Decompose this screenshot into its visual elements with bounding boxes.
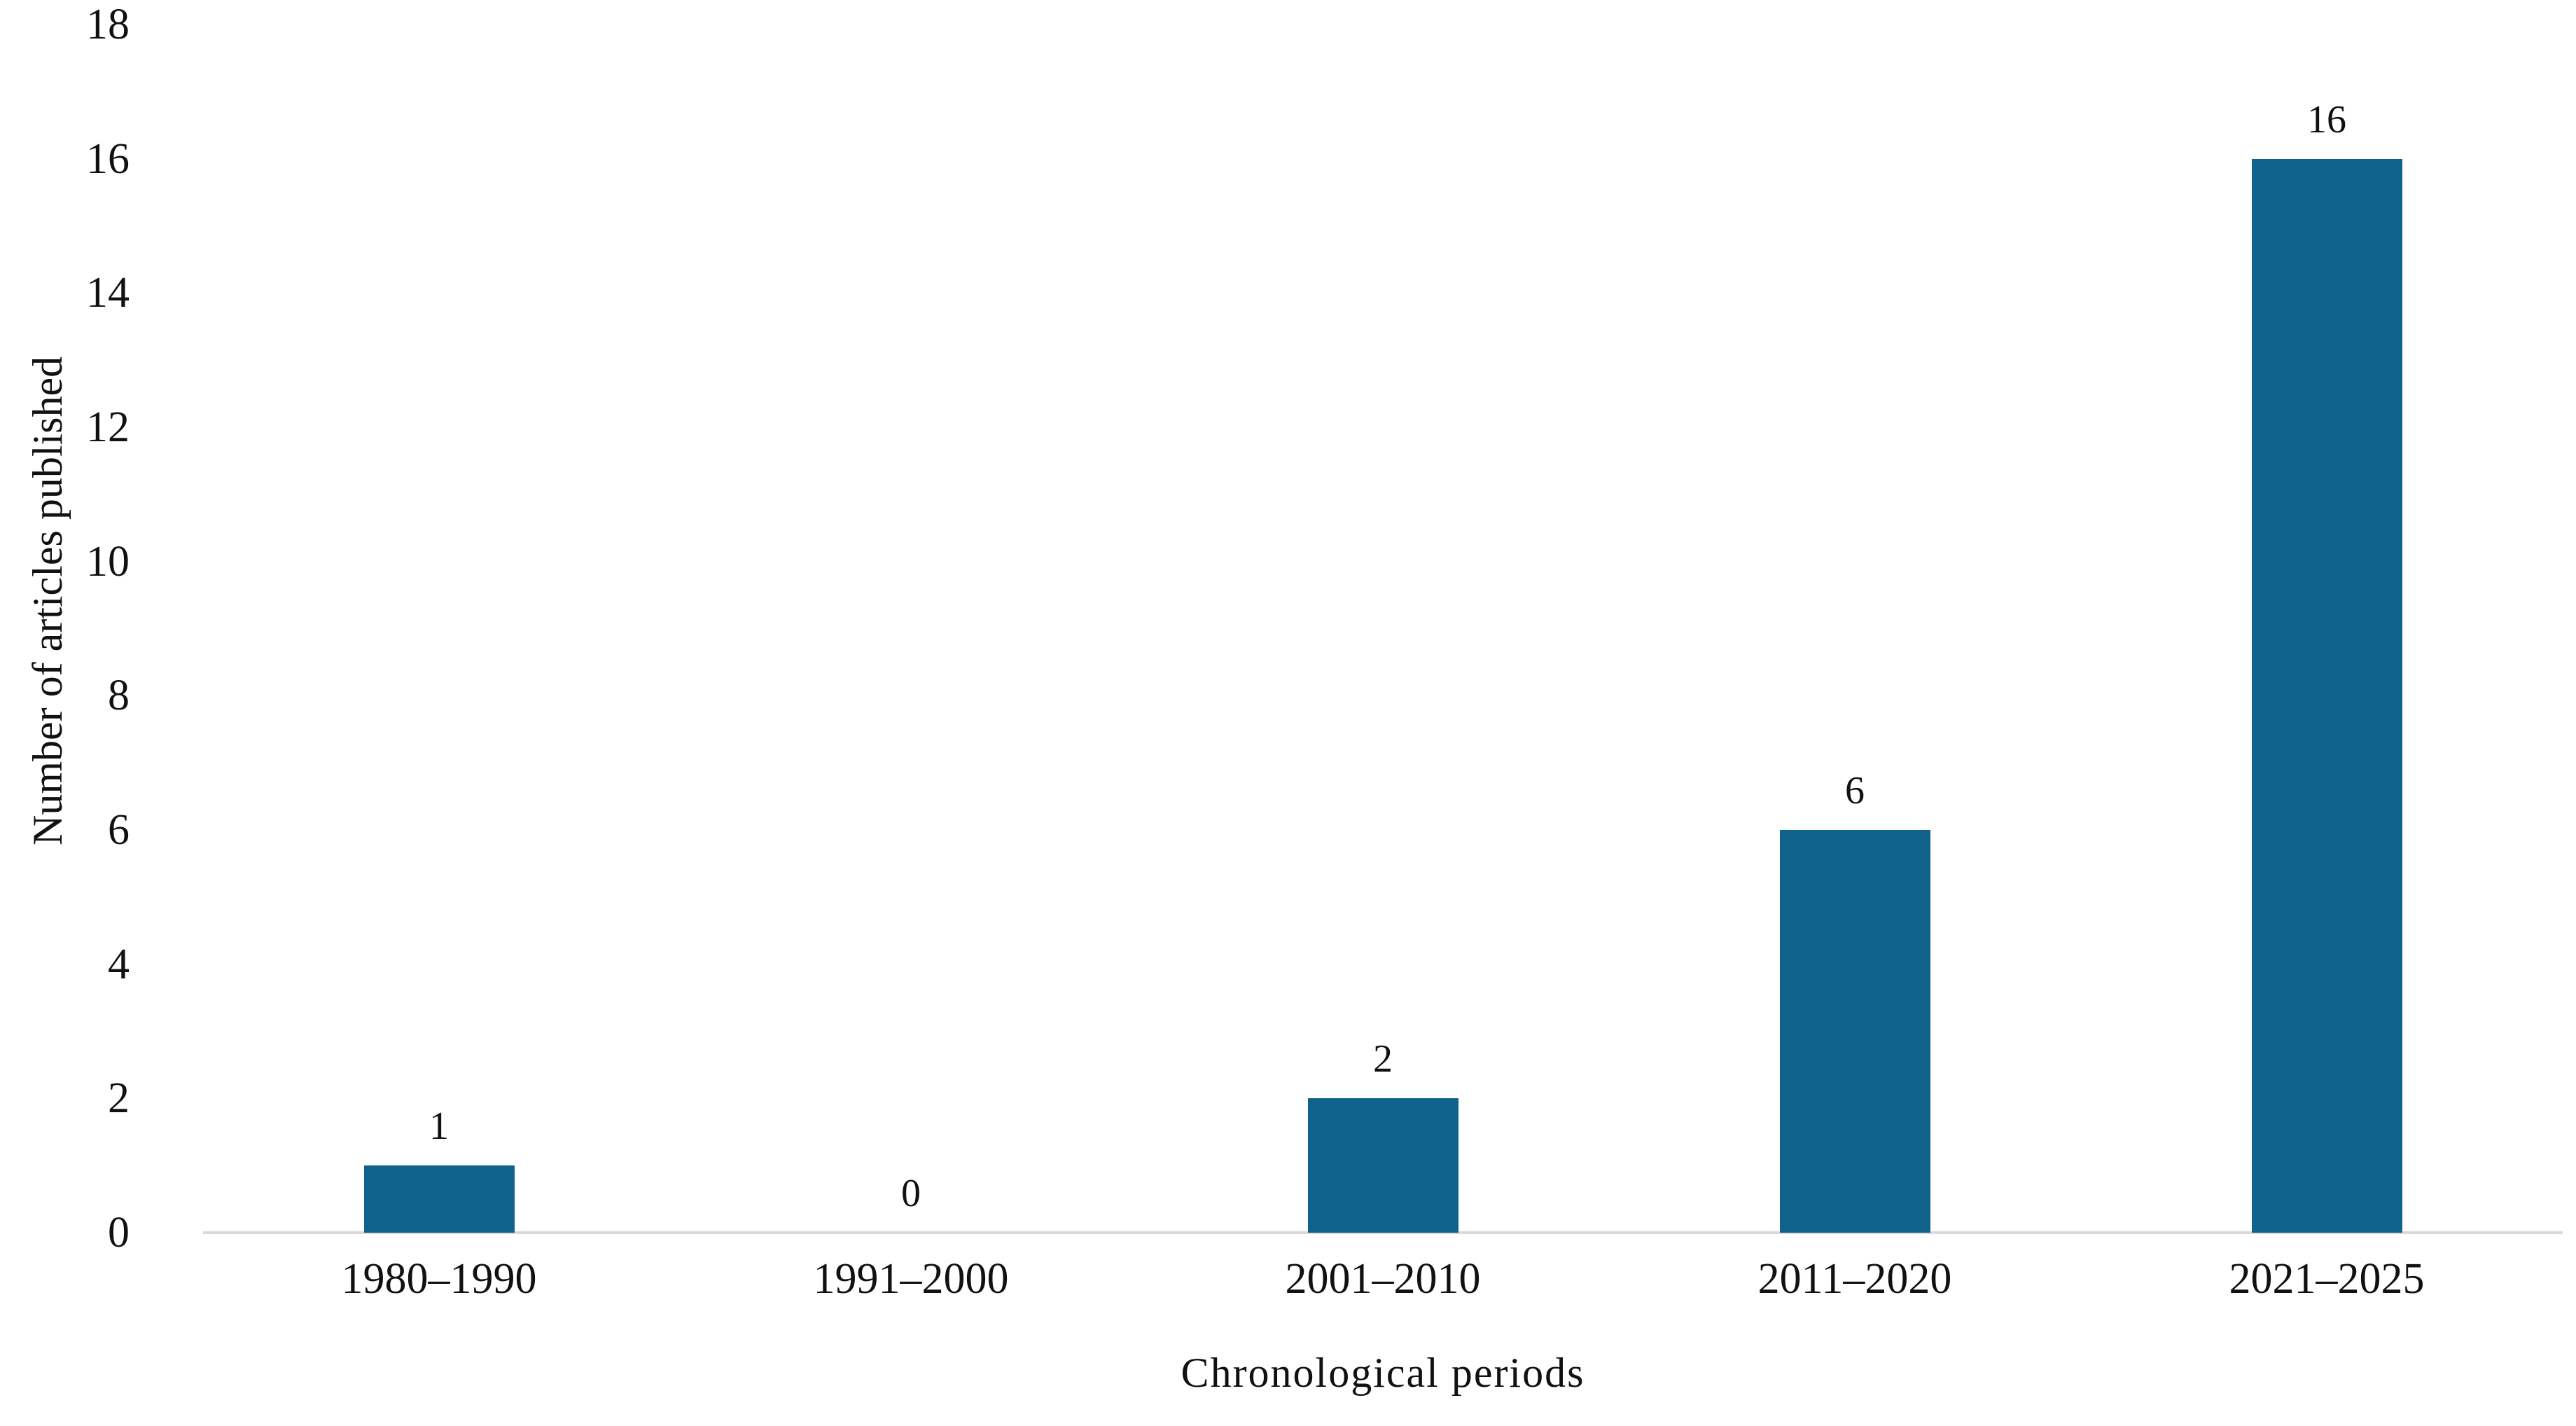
bar [363,1165,515,1233]
x-tick-label: 2011–2020 [1757,1255,1952,1303]
y-tick-label: 18 [86,1,130,48]
x-axis-title: Chronological periods [1181,1350,1585,1396]
plot-area: 1 0 2 6 16 [203,25,2563,1234]
y-tick-label: 8 [108,672,130,720]
bar-value-label: 1 [429,1105,449,1149]
y-axis-title: Number of articles published [25,356,71,845]
y-tick-label: 0 [108,1209,130,1257]
bar [1307,1098,1458,1233]
y-tick-label: 6 [108,806,130,854]
bar-value-label: 16 [2307,97,2346,141]
bar-value-label: 6 [1845,769,1865,812]
x-tick-label: 2001–2010 [1285,1255,1481,1303]
y-tick-label: 14 [86,269,130,317]
y-tick-label: 4 [108,940,130,988]
bar-value-label: 0 [901,1172,921,1215]
bar [2251,158,2402,1233]
x-tick-label: 1980–1990 [341,1255,537,1303]
x-axis-line [203,1231,2563,1234]
x-tick-label: 2021–2025 [2229,1255,2425,1303]
y-tick-label: 2 [108,1074,130,1123]
bar-value-label: 2 [1373,1037,1393,1081]
bar [1779,830,1930,1233]
y-tick-label: 10 [86,537,130,586]
y-tick-label: 12 [86,403,130,451]
y-tick-label: 16 [86,134,130,183]
x-tick-label: 1991–2000 [813,1255,1009,1303]
